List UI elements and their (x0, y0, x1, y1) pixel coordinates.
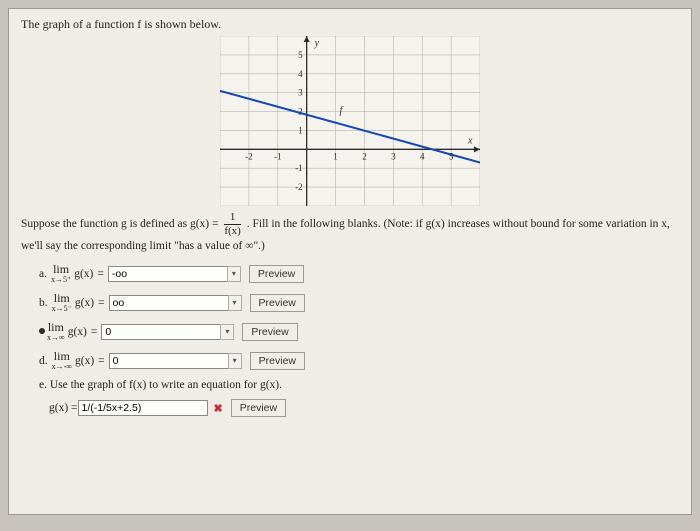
lim-top: lim (48, 321, 64, 333)
wrong-icon: ✖ (214, 402, 223, 415)
limit-notation: lim x→∞ (47, 321, 65, 342)
dropdown-caret-icon[interactable]: ▾ (228, 353, 242, 369)
equals: = (98, 297, 105, 309)
equals: = (98, 355, 105, 367)
dropdown-caret-icon[interactable]: ▾ (228, 295, 242, 311)
lim-sub: x→-∞ (52, 363, 72, 371)
suppose-line: Suppose the function g is defined as g(x… (21, 212, 679, 255)
dropdown-caret-icon[interactable]: ▾ (227, 266, 241, 282)
lim-expr: g(x) (68, 326, 87, 338)
lim-top: lim (54, 292, 70, 304)
lim-sub: x→∞ (47, 334, 65, 342)
q-label: d. (39, 355, 48, 367)
limit-notation: lim x→-∞ (52, 350, 72, 371)
svg-text:3: 3 (391, 151, 396, 161)
svg-text:2: 2 (362, 151, 367, 161)
svg-text:-1: -1 (295, 163, 303, 173)
lim-top: lim (54, 350, 70, 362)
lim-expr: g(x) (75, 297, 94, 309)
suppose-line2: we'll say the corresponding limit "has a… (21, 240, 265, 252)
svg-text:3: 3 (298, 88, 303, 98)
svg-text:4: 4 (420, 151, 425, 161)
frac-num: 1 (224, 212, 241, 225)
answer-input-d[interactable] (109, 353, 229, 369)
answer-input-b[interactable] (109, 295, 229, 311)
svg-text:f: f (340, 105, 344, 116)
q-label: a. (39, 268, 47, 280)
answer-input-c[interactable] (101, 324, 221, 340)
preview-button[interactable]: Preview (242, 323, 297, 341)
fraction: 1 f(x) (224, 212, 241, 237)
lim-sub: x→5⁺ (51, 276, 71, 284)
svg-text:4: 4 (298, 69, 303, 79)
function-graph: -2-112345-2-112345xyf (220, 36, 480, 206)
marker-dot-icon (39, 328, 45, 334)
lim-expr: g(x) (75, 355, 94, 367)
svg-text:1: 1 (333, 151, 338, 161)
q-label: b. (39, 297, 48, 309)
preview-button[interactable]: Preview (250, 352, 305, 370)
svg-text:5: 5 (449, 151, 454, 161)
lim-sub: x→5⁻ (52, 305, 72, 313)
graph-container: -2-112345-2-112345xyf (21, 36, 679, 206)
svg-text:1: 1 (298, 125, 303, 135)
suppose-pre: Suppose the function g is defined as g(x… (21, 218, 221, 230)
dropdown-caret-icon[interactable]: ▾ (220, 324, 234, 340)
question-e: g(x) = ✖ Preview (49, 399, 679, 417)
svg-text:-2: -2 (295, 182, 303, 192)
suppose-post: . Fill in the following blanks. (Note: i… (247, 218, 670, 230)
answer-input-a[interactable] (108, 266, 228, 282)
part-e-text: e. Use the graph of f(x) to write an equ… (39, 379, 679, 391)
equals: = (91, 326, 98, 338)
equals: = (97, 268, 104, 280)
prompt-text: The graph of a function f is shown below… (21, 17, 679, 32)
svg-text:x: x (467, 135, 473, 146)
svg-text:y: y (314, 38, 320, 49)
gx-lhs: g(x) = (49, 402, 78, 414)
limit-notation: lim x→5⁻ (52, 292, 72, 313)
svg-text:5: 5 (298, 50, 303, 60)
svg-text:-2: -2 (245, 151, 253, 161)
question-d: d. lim x→-∞ g(x) = ▾ Preview (39, 350, 679, 371)
preview-button[interactable]: Preview (250, 294, 305, 312)
preview-button[interactable]: Preview (231, 399, 286, 417)
question-b: b. lim x→5⁻ g(x) = ▾ Preview (39, 292, 679, 313)
question-c: lim x→∞ g(x) = ▾ Preview (39, 321, 679, 342)
lim-expr: g(x) (74, 268, 93, 280)
svg-text:-1: -1 (274, 151, 282, 161)
answer-input-gx[interactable] (78, 400, 208, 416)
frac-den: f(x) (224, 225, 241, 237)
questions-list: a. lim x→5⁺ g(x) = ▾ Preview b. lim x→5⁻… (21, 263, 679, 417)
worksheet-page: The graph of a function f is shown below… (8, 8, 692, 515)
question-a: a. lim x→5⁺ g(x) = ▾ Preview (39, 263, 679, 284)
lim-top: lim (53, 263, 69, 275)
preview-button[interactable]: Preview (249, 265, 304, 283)
limit-notation: lim x→5⁺ (51, 263, 71, 284)
